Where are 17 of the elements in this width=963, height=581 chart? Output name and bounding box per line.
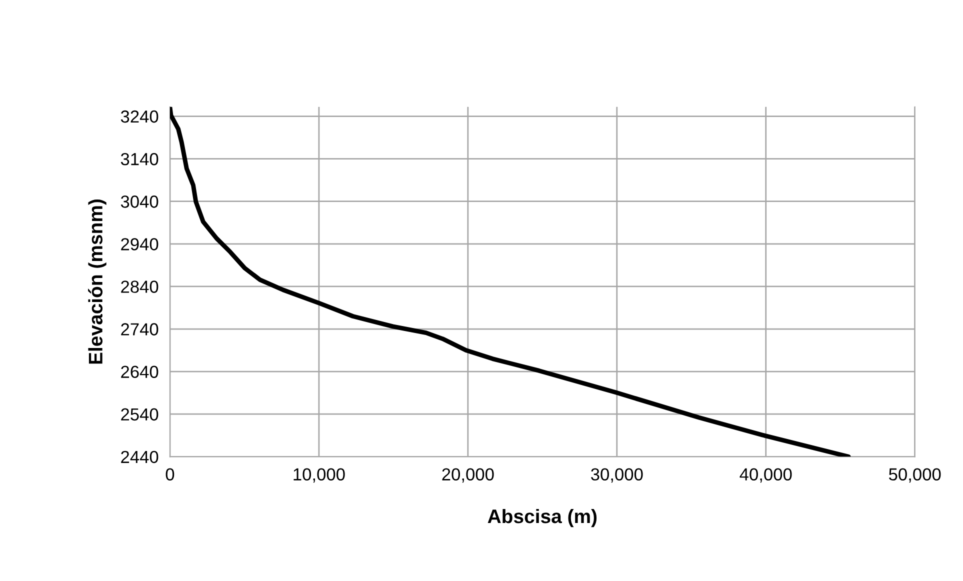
x-tick-label: 10,000: [294, 468, 345, 483]
y-tick-label: 2540: [121, 408, 158, 421]
x-tick-label: 0: [166, 468, 174, 481]
x-tick-label: 50,000: [888, 468, 941, 483]
y-tick-label: 2940: [121, 238, 158, 250]
y-tick-label: 2440: [121, 450, 158, 464]
y-tick-label: 2640: [121, 366, 158, 378]
y-tick-label: 2840: [121, 280, 158, 293]
y-tick-label: 3140: [120, 152, 158, 166]
x-tick-label: 40,000: [740, 468, 792, 483]
y-tick-label: 3040: [120, 196, 158, 208]
x-axis-title: Abscisa (m): [488, 508, 597, 528]
y-tick-label: 2740: [121, 323, 158, 336]
y-tick-label: 3240: [120, 110, 158, 123]
x-tick-label: 20,000: [442, 468, 494, 483]
x-tick-label: 30,000: [591, 468, 643, 483]
y-axis-title: Elevación (msnm): [88, 200, 106, 364]
